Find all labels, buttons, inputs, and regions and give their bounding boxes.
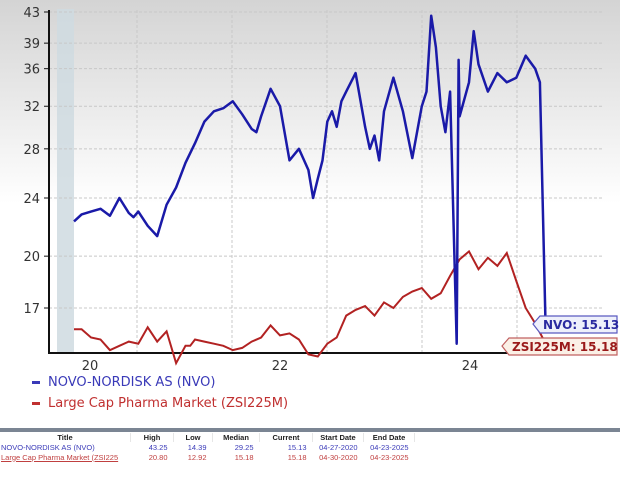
cell-high: 43.25 xyxy=(148,442,168,452)
nvo-value-callout: NVO: 15.13 xyxy=(532,315,619,334)
zsi225m-line xyxy=(74,249,547,366)
header-title: Title xyxy=(0,433,131,442)
cell-low: 12.92 xyxy=(187,452,207,462)
y-tick-label: 39 xyxy=(23,37,40,52)
header-end-date: End Date xyxy=(363,433,415,442)
cell-high: 20.80 xyxy=(148,452,168,462)
x-tick-label: 24 xyxy=(462,359,479,370)
legend-swatch-icon xyxy=(32,402,40,405)
cell-median: 29.25 xyxy=(234,442,254,452)
row-title-link[interactable]: NOVO-NORDISK AS (NVO) xyxy=(1,442,95,452)
price-chart: 43 39 36 32 28 24 20 17 20 22 24 NVO: 15.13 ZSI22… xyxy=(0,0,620,370)
table-row: Large Cap Pharma Market (ZSI225 20.80 12… xyxy=(0,452,415,462)
y-tick-label: 32 xyxy=(23,100,40,115)
y-axis-ticks: 43 39 36 32 28 24 20 17 xyxy=(23,6,49,317)
y-tick-label: 36 xyxy=(23,63,40,78)
zsi225m-value-callout: ZSI225M: 15.18 xyxy=(501,337,618,356)
nvo-callout-label: NVO: 15.13 xyxy=(543,318,619,332)
x-tick-label: 20 xyxy=(82,359,99,370)
y-tick-label: 17 xyxy=(23,302,40,317)
cell-end-date: 04-23-2025 xyxy=(370,452,409,462)
x-axis-ticks: 20 22 24 xyxy=(82,359,479,370)
gridlines xyxy=(49,10,604,353)
legend-label: Large Cap Pharma Market (ZSI225M) xyxy=(48,396,289,411)
header-median: Median xyxy=(212,433,260,442)
zsi225m-callout-label: ZSI225M: 15.18 xyxy=(512,340,618,354)
y-tick-label: 20 xyxy=(23,250,40,265)
shaded-band xyxy=(57,9,74,353)
legend-swatch-icon xyxy=(32,381,40,384)
x-tick-label: 22 xyxy=(272,359,289,370)
legend-label: NOVO-NORDISK AS (NVO) xyxy=(48,375,216,390)
header-low: Low xyxy=(173,433,213,442)
table-top-bar xyxy=(0,428,620,432)
header-current: Current xyxy=(259,433,313,442)
nvo-line xyxy=(73,14,547,345)
cell-start-date: 04-27-2020 xyxy=(319,442,358,452)
y-tick-label: 24 xyxy=(23,192,40,207)
cell-current: 15.18 xyxy=(287,452,307,462)
header-high: High xyxy=(130,433,174,442)
header-start-date: Start Date xyxy=(312,433,364,442)
cell-low: 14.39 xyxy=(187,442,207,452)
cell-start-date: 04-30-2020 xyxy=(319,452,358,462)
cell-end-date: 04-23-2025 xyxy=(370,442,409,452)
legend-item-nvo[interactable]: NOVO-NORDISK AS (NVO) xyxy=(32,375,215,390)
summary-table: Title High Low Median Current Start Date… xyxy=(0,428,620,462)
cell-current: 15.13 xyxy=(287,442,307,452)
legend-item-zsi225m[interactable]: Large Cap Pharma Market (ZSI225M) xyxy=(32,396,288,411)
row-title-link[interactable]: Large Cap Pharma Market (ZSI225 xyxy=(1,452,119,462)
table-row: NOVO-NORDISK AS (NVO) 43.25 14.39 29.25 … xyxy=(0,442,415,452)
table-header-row: Title High Low Median Current Start Date… xyxy=(0,433,415,442)
y-tick-label: 43 xyxy=(23,6,40,21)
cell-median: 15.18 xyxy=(234,452,254,462)
y-tick-label: 28 xyxy=(23,143,40,158)
